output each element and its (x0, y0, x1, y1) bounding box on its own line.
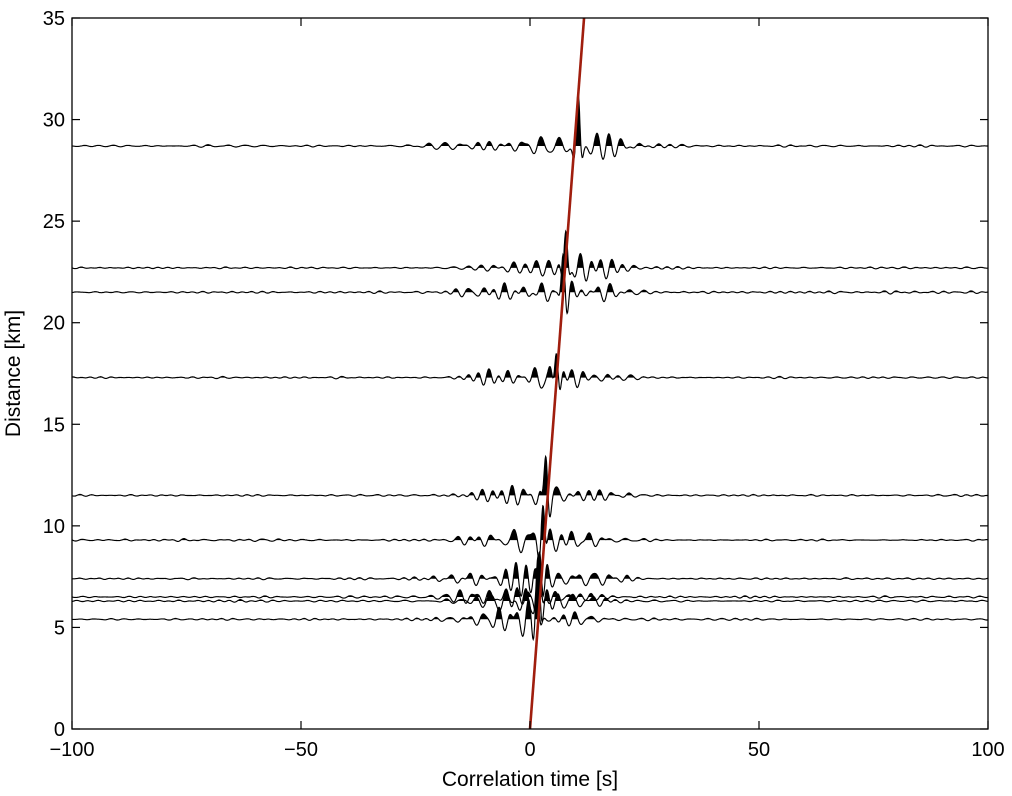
trace-9 (72, 92, 988, 160)
y-axis-label: Distance [km] (2, 310, 25, 437)
y-tick-label: 30 (43, 110, 65, 132)
x-tick-label: −100 (49, 739, 94, 761)
y-tick-label: 20 (43, 313, 65, 335)
plot-frame (71, 17, 989, 730)
trace-3 (72, 550, 988, 598)
x-tick-label: −50 (284, 739, 318, 761)
trace-2 (72, 555, 988, 612)
y-tick-label: 25 (43, 211, 65, 233)
trace-7 (72, 252, 988, 315)
y-tick-label: 15 (43, 414, 65, 436)
y-tick-label: 5 (54, 617, 65, 639)
trace-8 (72, 229, 988, 282)
y-axis: 0 5 10 15 20 25 30 35 (43, 8, 988, 741)
y-tick-label: 0 (54, 719, 65, 741)
trace-fill-7 (73, 254, 988, 293)
trace-fill-9 (72, 93, 988, 146)
x-axis-label: Correlation time [s] (442, 768, 618, 791)
trace-fill-3 (76, 551, 988, 579)
x-axis: −100 −50 0 50 100 (49, 18, 1005, 761)
trace-5 (72, 454, 988, 518)
trace-fill-6 (72, 354, 986, 378)
y-tick-label: 35 (43, 8, 65, 30)
trace-6 (72, 353, 988, 391)
x-tick-label: 0 (524, 739, 535, 761)
trace-fill-8 (78, 231, 985, 268)
x-tick-label: 50 (748, 739, 770, 761)
plot-area (72, 18, 988, 729)
trace-1 (72, 556, 988, 622)
y-tick-label: 10 (43, 516, 65, 538)
moveout-line (528, 18, 586, 729)
trace-4 (72, 504, 988, 561)
trace-fill-5 (77, 456, 980, 496)
x-tick-label: 100 (971, 739, 1004, 761)
